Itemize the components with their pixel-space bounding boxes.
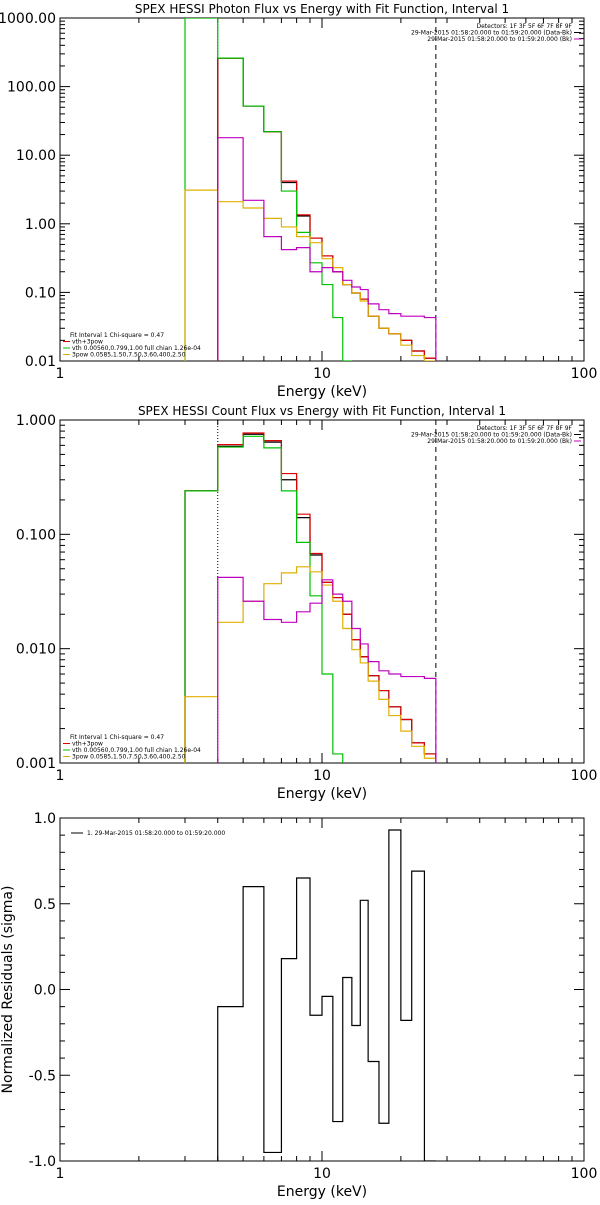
chart-panel-2: SPEX HESSI Count Flux vs Energy with Fit… [16,404,597,802]
y-ticks [60,419,584,764]
series-group [184,432,437,763]
series-line-bk [217,576,437,763]
series-line-1-29-mar-2015-01-58-20-000-to-01-59-20-000 [217,829,436,1161]
x-tick-label: 1 [56,366,65,382]
x-axis-label: Energy (keV) [277,384,367,400]
bottom-legend-entry: 3pow 0.0585,1.50,7.50,3.60,400,2.50 [72,754,186,761]
y-ticks [60,817,584,1162]
series-line-bk [217,137,437,361]
x-ticks [59,818,573,1161]
chart-panel-1: SPEX HESSI Photon Flux vs Energy with Fi… [0,2,597,400]
y-tick-label: -0.5 [29,1068,56,1084]
y-tick-label: 0.10 [25,285,56,301]
x-tick-label: 10 [313,1166,331,1182]
bottom-legend-entry: vth 0.00560,0.799,1.00 full chian 1.26e-… [72,345,201,352]
y-tick-label: 0.0 [34,983,56,999]
chart-title: SPEX HESSI Count Flux vs Energy with Fit… [138,404,506,418]
chart-panel-3: 1 10 100 1.0 0.5 0.0 -0.5 -1.0 Energy (keV) Norma… [0,811,597,1200]
y-tick-label: 0.01 [25,354,56,370]
x-ticks [59,18,573,361]
y-tick-label: 1.0 [34,811,56,827]
y-axis-label: Normalized Residuals (sigma) [0,886,16,1094]
x-tick-label: 1 [56,1166,65,1182]
y-tick-label: 10.00 [16,148,56,164]
bottom-legend-entry: vth+3pow [72,339,103,346]
y-tick-label: 100.00 [7,80,56,96]
y-tick-label: -1.0 [29,1154,56,1170]
x-axis-label: Energy (keV) [277,786,367,802]
x-axis-label: Energy (keV) [277,1184,367,1200]
bottom-legend-entry: vth+3pow [72,741,103,748]
bottom-legend-entry: Fit Interval 1 Chi-square = 0.47 [70,332,164,339]
x-tick-label: 100 [571,768,598,784]
y-tick-label: 0.5 [34,897,56,913]
y-tick-label: 1.00 [25,217,56,233]
x-tick-label: 100 [571,366,598,382]
x-tick-label: 100 [571,1166,598,1182]
y-tick-label: 1.000 [16,413,56,429]
plot-frame [59,817,585,1162]
series-line-data-bk [184,433,437,763]
series-line-vth [184,18,352,361]
y-ticks [60,17,584,362]
x-tick-label: 10 [313,366,331,382]
x-tick-label: 1 [56,768,65,784]
top-legend-entry: Detectors: 1F 3F 5F 6F 7F 8F 9F [476,23,572,30]
series-group [184,18,437,361]
bottom-legend-entry: vth 0.00560,0.799,1.00 full chian 1.26e-… [72,747,201,754]
top-legend-entry: 29-Mar-2015 01:58:20.000 to 01:59:20.000… [411,432,572,439]
y-tick-label: 1000.00 [0,11,56,27]
series-line-vth-3pow [184,432,437,763]
top-legend-entry: 29-Mar-2015 01:58:20.000 to 01:59:20.000… [411,30,572,37]
series-group [217,829,436,1161]
chart-title: SPEX HESSI Photon Flux vs Energy with Fi… [135,2,509,16]
series-line-vth [184,435,344,763]
series-line-3pow [184,566,437,763]
x-tick-label: 10 [313,768,331,784]
legend-entry: 1. 29-Mar-2015 01:58:20.000 to 01:59:20.… [87,830,225,837]
y-tick-label: 0.010 [16,642,56,658]
bottom-legend-entry: Fit Interval 1 Chi-square = 0.47 [70,734,164,741]
y-tick-label: 0.001 [16,756,56,772]
series-line-data-bk [217,57,437,361]
y-tick-label: 0.100 [16,527,56,543]
plot-frame [59,17,585,362]
top-legend-entry: 29-Mar-2015 01:58:20.000 to 01:59:20.000… [427,36,572,43]
top-legend-entry: Detectors: 1F 3F 5F 6F 7F 8F 9F [476,425,572,432]
series-line-vth-3pow [217,57,437,361]
bottom-legend-entry: 3pow 0.0585,1.50,7.50,3.60,400,2.50 [72,352,186,359]
x-ticks [59,420,573,763]
top-legend-entry: 29-Mar-2015 01:58:20.000 to 01:59:20.000… [427,438,572,445]
